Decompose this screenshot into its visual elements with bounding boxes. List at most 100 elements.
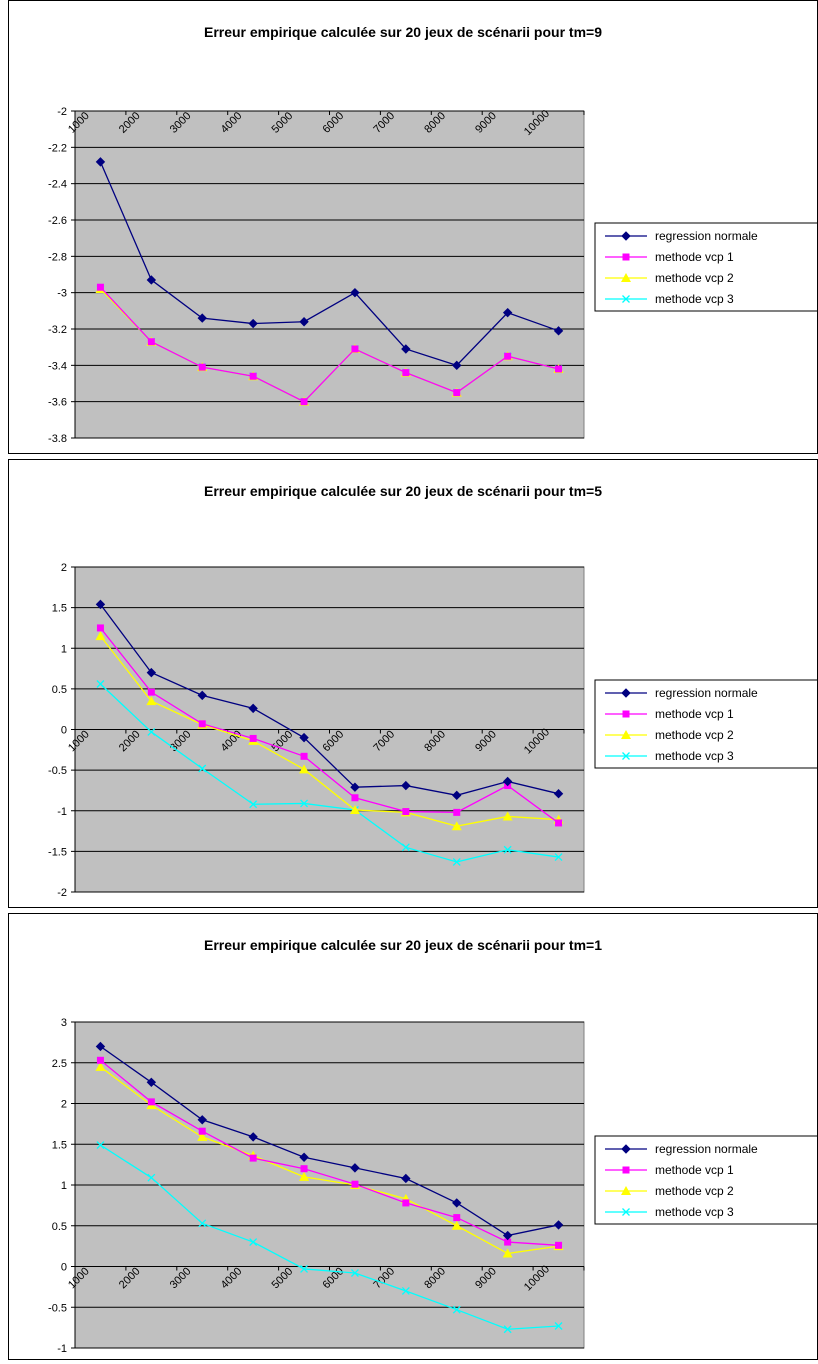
- data-point: [197, 1131, 208, 1141]
- y-tick-label: -3: [57, 288, 67, 300]
- data-point: [248, 318, 258, 329]
- y-tick-label: 0: [61, 725, 67, 737]
- chart-title: Erreur empirique calculée sur 20 jeux de…: [204, 483, 602, 499]
- legend-label: methode vcp 3: [655, 1205, 734, 1219]
- legend-marker: [622, 1166, 630, 1174]
- data-point: [350, 1163, 360, 1173]
- data-point: [452, 360, 462, 371]
- data-point: [351, 1180, 359, 1188]
- data-point: [554, 853, 563, 862]
- series-regression-normale: [95, 157, 564, 371]
- legend: regression normale methode vcp 1 methode v…: [594, 222, 818, 312]
- chart-panel-tm5: Erreur empirique calculée sur 20 jeux de…: [8, 459, 818, 908]
- data-point: [350, 782, 360, 792]
- data-point: [350, 287, 360, 298]
- data-point: [198, 1219, 207, 1228]
- data-point: [299, 1171, 310, 1181]
- data-point: [504, 1238, 512, 1246]
- y-tick-label: -2: [57, 106, 67, 118]
- data-point: [502, 776, 513, 787]
- y-tick-label: -0.5: [48, 1302, 67, 1314]
- data-point: [248, 1132, 258, 1142]
- data-point: [451, 1220, 462, 1230]
- data-point: [453, 1214, 461, 1222]
- data-point: [503, 1325, 512, 1334]
- series-line: [99, 286, 559, 403]
- data-point: [197, 690, 207, 701]
- legend-marker: [621, 1186, 631, 1195]
- y-tick-label: 0: [61, 1262, 67, 1274]
- data-point: [502, 1230, 513, 1241]
- data-point: [95, 1041, 106, 1052]
- legend-label: methode vcp 3: [655, 749, 734, 763]
- legend-label: regression normale: [655, 229, 758, 243]
- y-tick-label: 2: [61, 1099, 67, 1111]
- legend-marker: [622, 295, 630, 303]
- data-point: [351, 794, 359, 802]
- y-tick-label: 0.5: [52, 684, 67, 696]
- y-tick-label: -1: [57, 806, 67, 818]
- y-tick-label: 1: [61, 643, 67, 655]
- legend-marker: [622, 1208, 630, 1216]
- y-tick-label: 2.5: [52, 1058, 67, 1070]
- chart-panel-tm9: Erreur empirique calculée sur 20 jeux de…: [8, 0, 818, 454]
- legend-label: methode vcp 2: [655, 728, 734, 742]
- data-point: [349, 804, 360, 814]
- y-tick-label: -2.8: [48, 251, 67, 263]
- data-point: [504, 352, 512, 360]
- y-tick-label: -2.6: [48, 215, 67, 227]
- data-point: [146, 667, 157, 678]
- data-point: [300, 398, 308, 406]
- data-point: [402, 369, 410, 377]
- data-point: [249, 734, 257, 742]
- data-point: [300, 1264, 309, 1273]
- data-point: [555, 1241, 563, 1249]
- data-point: [146, 696, 157, 706]
- legend-label: regression normale: [655, 686, 758, 700]
- data-point: [95, 631, 106, 641]
- legend-label: methode vcp 1: [655, 250, 734, 264]
- legend-marker: [622, 752, 630, 760]
- data-point: [452, 857, 461, 866]
- legend-box: [594, 1135, 818, 1225]
- legend: regression normale methode vcp 1 methode v…: [594, 679, 818, 769]
- data-point: [453, 389, 461, 397]
- y-tick-label: -2: [57, 887, 67, 899]
- legend-box: [594, 679, 818, 769]
- y-tick-label: -3.6: [48, 397, 67, 409]
- legend-label: methode vcp 1: [655, 1163, 734, 1177]
- data-point: [300, 799, 309, 808]
- data-point: [502, 307, 513, 318]
- data-point: [198, 363, 206, 371]
- y-tick-label: 3: [61, 1017, 67, 1029]
- legend-marker: [621, 273, 631, 282]
- y-tick-label: -1: [57, 1343, 67, 1355]
- legend-label: methode vcp 2: [655, 1184, 734, 1198]
- legend-marker: [621, 1144, 631, 1154]
- data-point: [553, 1220, 564, 1230]
- data-point: [402, 1199, 410, 1207]
- y-tick-label: -3.4: [48, 360, 67, 372]
- y-tick-label: 2: [61, 562, 67, 574]
- y-tick-label: -3.8: [48, 433, 67, 445]
- data-point: [147, 338, 155, 346]
- data-point: [452, 1305, 461, 1314]
- data-point: [401, 344, 411, 354]
- data-point: [96, 1141, 105, 1150]
- data-point: [502, 1248, 513, 1258]
- data-point: [554, 1322, 563, 1330]
- series-line: [99, 627, 559, 824]
- series-line: [100, 1144, 559, 1330]
- data-point: [146, 275, 157, 285]
- data-point: [147, 727, 156, 736]
- series-line: [99, 603, 559, 796]
- series-line: [100, 1045, 559, 1237]
- data-point: [197, 313, 207, 323]
- series-regression-normale: [95, 599, 564, 801]
- data-point: [147, 1098, 155, 1106]
- chart-title: Erreur empirique calculée sur 20 jeux de…: [204, 24, 602, 40]
- legend-marker: [622, 253, 630, 261]
- legend-marker: [621, 688, 631, 698]
- series-line: [99, 161, 559, 367]
- data-point: [299, 1152, 309, 1162]
